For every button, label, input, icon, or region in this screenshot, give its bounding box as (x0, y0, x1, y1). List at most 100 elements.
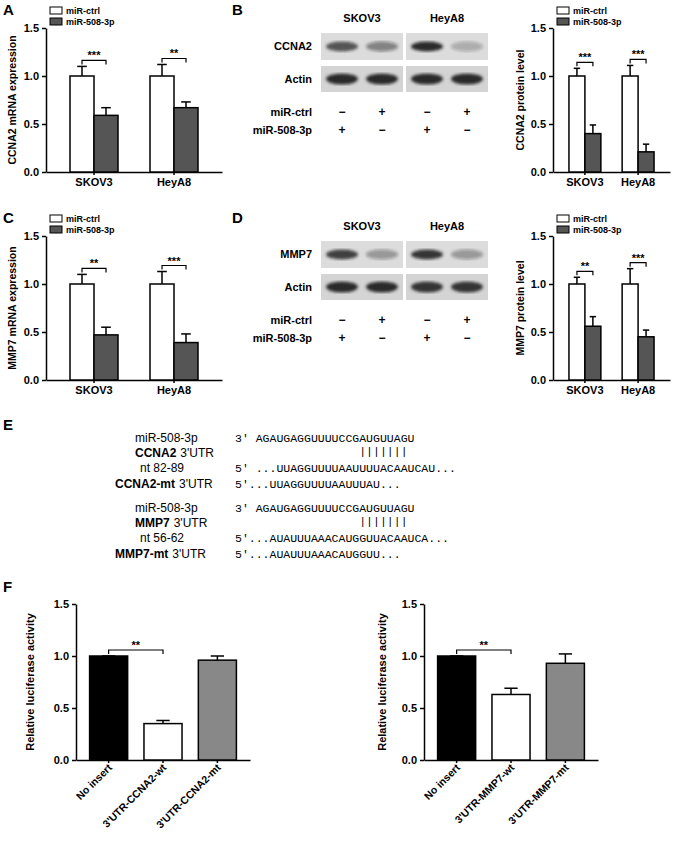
tick-mark (93, 380, 95, 383)
significance-label: ** (132, 639, 141, 651)
significance-label: *** (632, 48, 646, 60)
legend-swatch (50, 226, 62, 233)
annotations: ***** (82, 255, 186, 273)
tick-mark (420, 604, 424, 606)
tick: No insert (421, 760, 462, 802)
panel-label: F (3, 578, 12, 595)
legend-label: miR-508-3p (573, 225, 622, 235)
error-cap (627, 65, 633, 67)
error-cap (77, 66, 87, 68)
error-line (81, 66, 83, 76)
bar (585, 326, 601, 380)
plot-area (90, 656, 237, 760)
gene-label: CCNA2 (135, 446, 177, 460)
error-bar (157, 272, 167, 284)
bar (638, 152, 654, 172)
condition-sign: − (463, 123, 470, 137)
base-pairing: ||||||| (359, 445, 407, 458)
cell-line-label: SKOV3 (343, 220, 380, 232)
error-cap (102, 655, 115, 657)
blot-band (411, 42, 443, 52)
legend-swatch (557, 7, 569, 14)
legend-swatch (50, 215, 62, 222)
tick-label: 0.0 (531, 166, 546, 178)
tick: 1.0 (24, 70, 46, 82)
significance-label: ** (480, 639, 489, 651)
condition-sign: − (463, 331, 470, 345)
error-line (629, 65, 631, 76)
tick-mark (162, 760, 164, 763)
chart: 0.00.51.01.5No insert3'UTR-MMP7-wt3'UTR-… (376, 598, 599, 826)
panel-label: D (232, 209, 243, 226)
tick-label: No insert (421, 761, 462, 802)
y-axis: 0.00.51.01.5 (24, 230, 47, 386)
y-axis: 0.00.51.01.5 (54, 598, 77, 766)
legend-label: miR-ctrl (573, 6, 607, 16)
significance-label: *** (168, 255, 182, 267)
tick: 0.5 (531, 326, 553, 338)
error-bar (77, 66, 87, 76)
tick: 3'UTR-CCNA2-mt (154, 760, 224, 830)
tick-label: 0.0 (54, 754, 69, 766)
western-blot: SKOV3HeyA8MMP7ActinmiR-ctrl−+−+miR-508-3… (253, 220, 488, 345)
blot-strip (321, 33, 403, 60)
tick-mark (420, 760, 424, 762)
error-bar (559, 654, 572, 663)
error-line (645, 144, 647, 152)
error-bar (102, 656, 115, 657)
legend: miR-ctrlmiR-508-3p (50, 214, 115, 235)
tick-mark (549, 76, 553, 78)
error-bar (504, 688, 517, 694)
tick: 1.5 (402, 598, 424, 610)
bar (94, 335, 118, 380)
blot-row-label: CCNA2 (274, 40, 312, 52)
legend-label: miR-508-3p (573, 17, 622, 27)
site-label: nt 56-62 (140, 531, 184, 545)
mirna-sequence: 3' AGAUGAGGUUUUCCGAUGUUAGU (235, 502, 415, 515)
tick-label: SKOV3 (75, 176, 112, 188)
error-bar (101, 108, 111, 116)
mirna-label: miR-508-3p (135, 431, 198, 445)
bar (144, 724, 182, 760)
tick: 1.0 (531, 278, 553, 290)
blot-row-label: Actin (285, 281, 313, 293)
tick: 0.0 (24, 374, 46, 386)
tick-label: SKOV3 (75, 384, 112, 396)
tick-label: 1.0 (24, 278, 39, 290)
tick-label: 0.5 (531, 326, 546, 338)
error-cap (574, 68, 580, 70)
blot-band (451, 42, 483, 52)
tick-label: 1.5 (54, 598, 69, 610)
condition-sign: − (338, 105, 345, 119)
tick: 0.0 (531, 166, 553, 178)
condition-sign: + (338, 123, 345, 137)
tick-mark (173, 172, 175, 175)
tick-mark (108, 760, 110, 763)
error-line (645, 330, 647, 337)
error-bar (643, 330, 649, 337)
gene-label: MMP7-mt (115, 547, 168, 561)
blot-strip (406, 241, 488, 268)
axis-title: CCNA2 protein level (514, 49, 526, 150)
error-cap (590, 124, 596, 126)
annotations: ***** (577, 252, 646, 276)
x-axis: No insert3'UTR-MMP7-wt3'UTR-MMP7-mt (421, 760, 598, 826)
error-bar (101, 327, 111, 335)
error-cap (627, 268, 633, 270)
tick-label: 0.0 (402, 754, 417, 766)
error-bar (77, 274, 87, 284)
tick-label: 0.0 (24, 166, 39, 178)
error-cap (643, 329, 649, 331)
legend-label: miR-ctrl (66, 214, 100, 224)
mirna-label: miR-508-3p (135, 501, 198, 515)
condition-sign: + (463, 313, 470, 327)
error-line (510, 688, 512, 694)
error-cap (101, 107, 111, 109)
tick-label: 1.0 (531, 278, 546, 290)
plot-area (70, 272, 198, 380)
tick: HeyA8 (621, 380, 655, 396)
x-axis: SKOV3HeyA8 (554, 380, 671, 396)
tick-mark (549, 380, 553, 382)
axis-line (46, 29, 48, 173)
tick-mark (549, 236, 553, 238)
